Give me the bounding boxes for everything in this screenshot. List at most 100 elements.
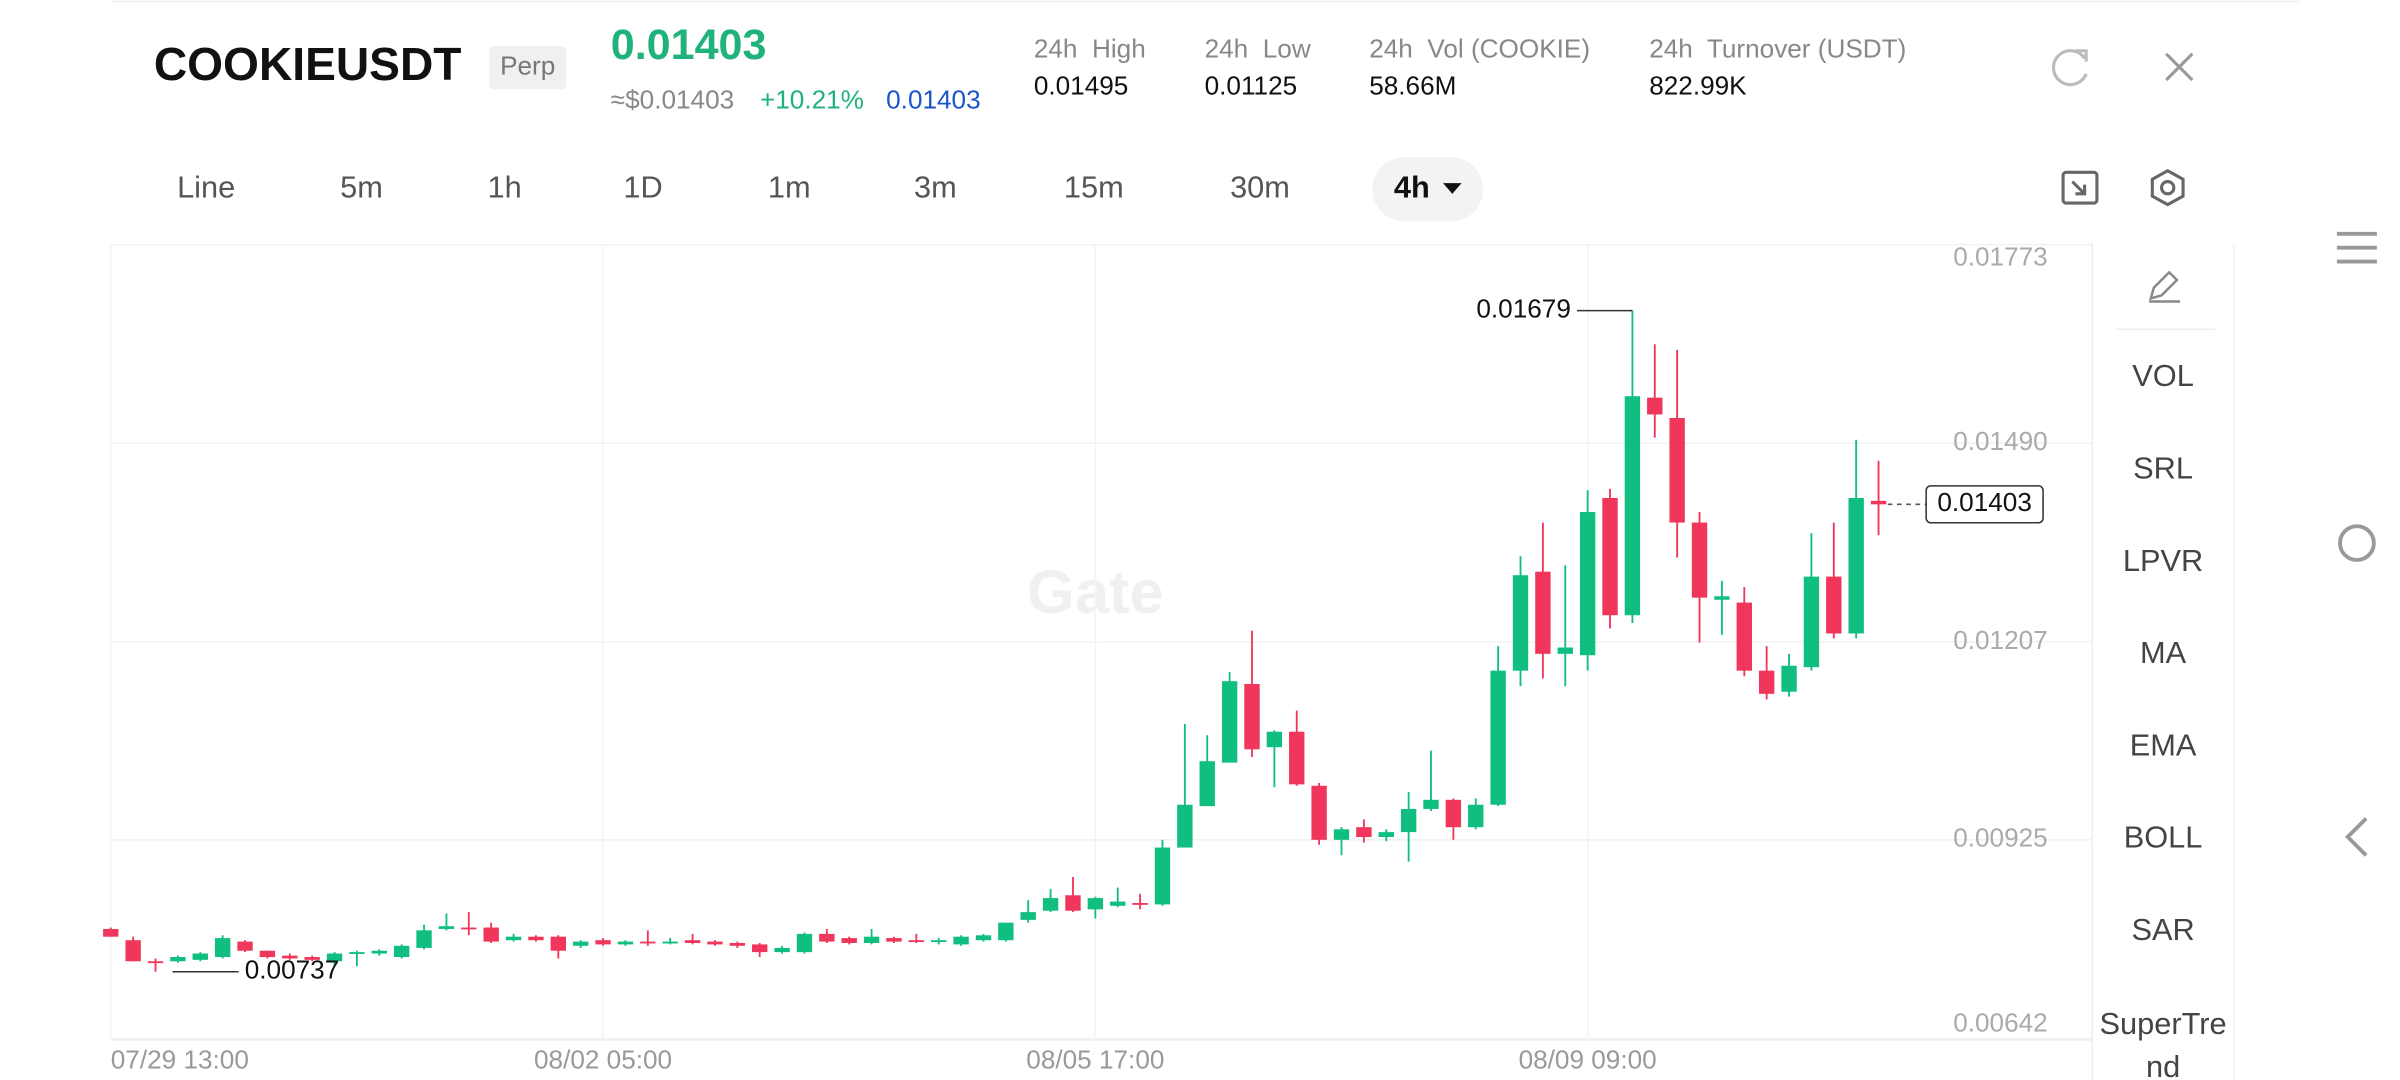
- candle-body: [1244, 684, 1260, 750]
- indicator-label: MA: [2140, 636, 2187, 671]
- candle-body: [1266, 731, 1283, 748]
- timeframe-tab[interactable]: 1m: [768, 169, 811, 204]
- last-price: 0.01403: [611, 21, 767, 69]
- fullscreen-icon: [2061, 170, 2099, 205]
- min-marker-label: 0.00737: [245, 955, 340, 985]
- indicator-item[interactable]: EMA: [2094, 725, 2232, 771]
- indicator-label: LPVR: [2122, 544, 2204, 579]
- candle-body: [214, 938, 231, 958]
- candle-body: [1512, 575, 1529, 671]
- x-tick-label: 07/29 13:00: [111, 1044, 249, 1074]
- candle-body: [819, 933, 835, 942]
- candle-body: [125, 940, 141, 962]
- candle-body: [1177, 804, 1193, 848]
- timeframe-tab[interactable]: 1h: [488, 169, 522, 204]
- candle-body: [505, 936, 522, 941]
- timeframe-tab[interactable]: 30m: [1230, 169, 1290, 204]
- timeframe-label: 15m: [1064, 169, 1124, 204]
- candle-body: [259, 950, 276, 958]
- change: +10.21%: [760, 84, 864, 114]
- candle-body: [1624, 396, 1641, 616]
- menu-button[interactable]: [2336, 231, 2377, 264]
- settings-icon: [2150, 169, 2185, 207]
- max-marker-label: 0.01679: [1476, 294, 1571, 324]
- candle-body: [1490, 670, 1506, 805]
- timeframe-tab[interactable]: 4h: [1372, 156, 1484, 222]
- indicator-item[interactable]: SuperTrend: [2094, 1003, 2232, 1080]
- stat-value: 0.01125: [1205, 71, 1298, 101]
- candle-body: [796, 933, 813, 953]
- candle-body: [1535, 571, 1551, 654]
- timeframe-tab[interactable]: 5m: [340, 169, 383, 204]
- indicator-label: VOL: [2132, 360, 2194, 394]
- candle-body: [662, 941, 678, 944]
- contract: Perp: [500, 51, 555, 81]
- candle-body: [886, 938, 902, 942]
- last-price-box: [1925, 485, 2044, 524]
- candle-body: [863, 936, 880, 944]
- candle-body: [998, 922, 1014, 941]
- candle-body: [1065, 895, 1081, 911]
- indicator-item[interactable]: SAR: [2094, 909, 2232, 955]
- pencil-icon: [2148, 270, 2179, 301]
- refresh-button[interactable]: [2051, 49, 2088, 87]
- candle-body: [908, 940, 925, 943]
- active-tab-bg: [1372, 156, 1484, 222]
- candle-body: [1378, 832, 1394, 838]
- candle-body: [1199, 761, 1215, 807]
- timeframe-label: 1h: [488, 169, 522, 204]
- candle-body: [1602, 498, 1618, 616]
- indicator-label: BOLL: [2123, 821, 2203, 856]
- candle-body: [1848, 498, 1864, 634]
- indicator-item[interactable]: SRL: [2094, 448, 2232, 494]
- timeframe-tab[interactable]: 15m: [1064, 169, 1124, 204]
- stat-value: 58.66M: [1369, 71, 1456, 101]
- indicator-item[interactable]: LPVR: [2094, 540, 2232, 586]
- timeframe-tab[interactable]: 1D: [623, 169, 662, 204]
- candle-body: [1423, 799, 1439, 809]
- home-button[interactable]: [2338, 524, 2376, 562]
- candle-body: [953, 936, 969, 945]
- draw-tool-button[interactable]: [2148, 270, 2180, 303]
- candle-body: [1020, 912, 1036, 920]
- indicator-item[interactable]: MA: [2094, 632, 2232, 678]
- fullscreen-button[interactable]: [2061, 170, 2099, 205]
- candle-body: [841, 938, 857, 944]
- candle-body: [1803, 576, 1820, 668]
- timeframe-label: 30m: [1230, 169, 1290, 204]
- back-button[interactable]: [2344, 817, 2368, 857]
- timeframe-tab[interactable]: 3m: [914, 169, 957, 204]
- candle-body: [192, 953, 208, 960]
- indicator-item[interactable]: BOLL: [2094, 817, 2232, 863]
- candle-body: [438, 926, 455, 929]
- candle-body: [1579, 512, 1596, 656]
- candle-body: [1311, 785, 1327, 840]
- candle-body: [1870, 500, 1887, 505]
- indicator-item[interactable]: VOL: [2094, 355, 2232, 401]
- close-button[interactable]: [2165, 52, 2194, 82]
- candle-body: [1221, 681, 1238, 763]
- timeframe-label: 1m: [768, 169, 811, 204]
- candle-body: [729, 943, 746, 946]
- y-tick-label: 0.01490: [1953, 426, 2048, 456]
- candle-body: [1289, 731, 1305, 785]
- y-tick-label: 0.01773: [1953, 241, 2048, 271]
- candle-body: [774, 947, 790, 953]
- fullscreen-arrow: [2071, 180, 2087, 196]
- candle-body: [684, 940, 701, 944]
- refresh-arrow: [2075, 49, 2088, 62]
- timeframe-tab[interactable]: Line: [177, 169, 235, 204]
- candle-body: [326, 953, 343, 962]
- candle-body: [1758, 670, 1775, 694]
- timeframe-label: Line: [177, 169, 235, 204]
- indicator-label: SuperTrend: [2099, 1007, 2227, 1080]
- candle-body: [1647, 397, 1663, 415]
- y-tick-label: 0.01207: [1953, 625, 2048, 655]
- candle-body: [1468, 804, 1484, 828]
- candle-body: [483, 927, 499, 942]
- indicator-label: SAR: [2131, 913, 2195, 948]
- settings-button[interactable]: [2150, 169, 2185, 207]
- candle-body: [752, 944, 768, 953]
